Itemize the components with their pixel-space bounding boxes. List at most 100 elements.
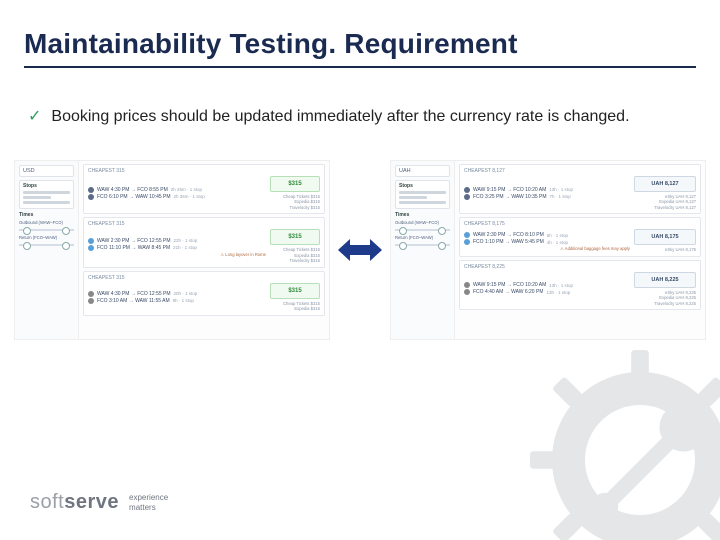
times-heading: Times (19, 212, 74, 218)
double-arrow-icon (338, 160, 382, 340)
flight-segment: WAW 2:30 PM → FCO 12:55 PM (97, 238, 171, 244)
flight-card[interactable]: CHEAPEST 8,175 WAW 2:30 PM → FCO 8:10 PM… (459, 217, 701, 256)
warning-note: ⚠ Additional baggage fees may apply (464, 246, 630, 251)
airline-icon (88, 238, 94, 244)
stops-heading: Stops (399, 183, 446, 189)
warning-note: ⚠ Long layover in Rome (88, 252, 266, 257)
flight-lines: WAW 9:15 PM → FCO 10:20 AM13h · 1 stop F… (464, 186, 630, 201)
time-slider-return[interactable] (19, 244, 74, 246)
flight-lines: WAW 2:30 PM → FCO 12:55 PM22h · 1 stop F… (88, 237, 266, 257)
time-slider-outbound[interactable] (395, 229, 450, 231)
flight-meta: 20h · 1 stop (174, 291, 198, 296)
slide: Maintainability Testing. Requirement ✓ B… (0, 0, 720, 540)
flight-segment: WAW 2:30 PM → FCO 8:10 PM (473, 232, 544, 238)
flight-segment: FCO 11:10 PM → WAW 8:45 PM (97, 245, 170, 251)
title-bar: Maintainability Testing. Requirement (24, 28, 696, 68)
airline-icon (464, 289, 470, 295)
outbound-label: Outbound (WAW–FCO) (19, 220, 74, 225)
stops-filter[interactable]: Stops (395, 180, 450, 209)
card-head-label: CHEAPEST 8,175 (464, 221, 505, 227)
results-list-uah: CHEAPEST 8,127 WAW 9:15 PM → FCO 10:20 A… (455, 161, 705, 339)
price-button[interactable]: $315 (270, 283, 320, 299)
flight-card[interactable]: CHEAPEST 315 WAW 4:30 PM → FCO 12:55 PM2… (83, 271, 325, 316)
brand-logo: softserve (30, 491, 119, 514)
brand-serve: serve (64, 491, 119, 513)
airline-icon (88, 245, 94, 251)
footer-logo: softserve experience matters (30, 491, 168, 514)
flight-lines: WAW 4:30 PM → FCO 12:55 PM20h · 1 stop F… (88, 290, 266, 305)
flight-lines: WAW 2:30 PM → FCO 8:10 PM5h · 1 stop FCO… (464, 231, 630, 251)
brand-soft: soft (30, 491, 64, 513)
stops-heading: Stops (23, 183, 70, 189)
flight-meta: 21h · 1 stop (173, 245, 197, 250)
filter-line (399, 201, 446, 204)
times-heading: Times (395, 212, 450, 218)
sub-prices: eSky UAH 8,175 (634, 247, 696, 252)
card-head-label: CHEAPEST 315 (88, 275, 125, 281)
flight-card[interactable]: CHEAPEST 8,127 WAW 9:15 PM → FCO 10:20 A… (459, 164, 701, 214)
filters-sidebar-uah: UAH Stops Times Outbound (WAW–FCO) Retur… (391, 161, 455, 339)
price-button[interactable]: UAH 8,175 (634, 229, 696, 245)
sub-price: Expedia $315 (270, 306, 320, 311)
flight-meta: 22h · 1 stop (174, 238, 198, 243)
filter-line (23, 196, 51, 199)
flight-segment: FCO 3:25 PM → WAW 10:35 PM (473, 194, 547, 200)
currency-label: UAH (399, 168, 411, 174)
flight-segment: FCO 3:10 AM → WAW 11:55 AM (97, 298, 170, 304)
flight-segment: WAW 9:15 PM → FCO 10:20 AM (473, 282, 546, 288)
filter-line (399, 196, 427, 199)
currency-label: USD (23, 168, 35, 174)
sub-prices: eSky UAH 8,127 Expedia UAH 8,127 Travelo… (634, 194, 696, 210)
airline-icon (464, 187, 470, 193)
sub-price: Travelocity $315 (270, 258, 320, 263)
tagline-2: matters (129, 503, 168, 512)
price-button[interactable]: UAH 8,127 (634, 176, 696, 192)
flight-lines: WAW 9:15 PM → FCO 10:20 AM13h · 1 stop F… (464, 281, 630, 296)
card-head-label: CHEAPEST 8,127 (464, 168, 505, 174)
price-button[interactable]: $315 (270, 176, 320, 192)
outbound-label: Outbound (WAW–FCO) (395, 220, 450, 225)
stops-filter[interactable]: Stops (19, 180, 74, 209)
filter-line (23, 201, 70, 204)
time-slider-return[interactable] (395, 244, 450, 246)
flight-card[interactable]: CHEAPEST 315 WAW 2:30 PM → FCO 12:55 PM2… (83, 217, 325, 267)
gear-watermark-icon (530, 350, 720, 540)
flight-meta: 2h 25m · 1 stop (171, 187, 202, 192)
flight-segment: FCO 6:10 PM → WAW 10:45 PM (97, 194, 171, 200)
flight-segment: WAW 9:15 PM → FCO 10:20 AM (473, 187, 546, 193)
flight-meta: 8h · 1 stop (173, 298, 194, 303)
card-head-label: CHEAPEST 315 (88, 221, 125, 227)
flight-lines: WAW 4:30 PM → FCO 8:55 PM2h 25m · 1 stop… (88, 186, 266, 201)
time-slider-outbound[interactable] (19, 229, 74, 231)
check-icon: ✓ (28, 106, 41, 128)
flight-meta: 13h · 1 stop (549, 283, 573, 288)
results-list-usd: CHEAPEST 315 WAW 4:30 PM → FCO 8:55 PM2h… (79, 161, 329, 339)
filter-line (399, 191, 446, 194)
return-label: Return (FCO–WAW) (395, 235, 450, 240)
flight-meta: 2h 35m · 1 stop (174, 194, 205, 199)
flight-card[interactable]: CHEAPEST 315 WAW 4:30 PM → FCO 8:55 PM2h… (83, 164, 325, 214)
price-button[interactable]: $315 (270, 229, 320, 245)
currency-selector[interactable]: USD (19, 165, 74, 177)
flight-meta: 4h · 1 stop (547, 240, 568, 245)
sub-price: Travelocity UAH 8,225 (634, 301, 696, 306)
currency-selector[interactable]: UAH (395, 165, 450, 177)
flight-card[interactable]: CHEAPEST 8,225 WAW 9:15 PM → FCO 10:20 A… (459, 260, 701, 310)
sub-prices: eSky UAH 8,225 Expedia UAH 8,225 Travelo… (634, 290, 696, 306)
airline-icon (88, 291, 94, 297)
flight-segment: FCO 1:10 PM → WAW 5:45 PM (473, 239, 544, 245)
comparison-area: USD Stops Times Outbound (WAW–FCO) Retur… (14, 160, 706, 340)
price-button[interactable]: UAH 8,225 (634, 272, 696, 288)
filters-sidebar-usd: USD Stops Times Outbound (WAW–FCO) Retur… (15, 161, 79, 339)
slide-title: Maintainability Testing. Requirement (24, 28, 696, 60)
airline-icon (88, 298, 94, 304)
tagline-1: experience (129, 493, 168, 502)
sub-prices: Cheap Tickets $315 Expedia $315 (270, 301, 320, 312)
airline-icon (464, 282, 470, 288)
airline-icon (88, 187, 94, 193)
flight-meta: 7h · 1 stop (550, 194, 571, 199)
sub-price: Travelocity UAH 8,127 (634, 205, 696, 210)
flight-segment: FCO 4:40 AM → WAW 6:20 PM (473, 289, 543, 295)
flight-segment: WAW 4:30 PM → FCO 8:55 PM (97, 187, 168, 193)
card-head-label: CHEAPEST 8,225 (464, 264, 505, 270)
